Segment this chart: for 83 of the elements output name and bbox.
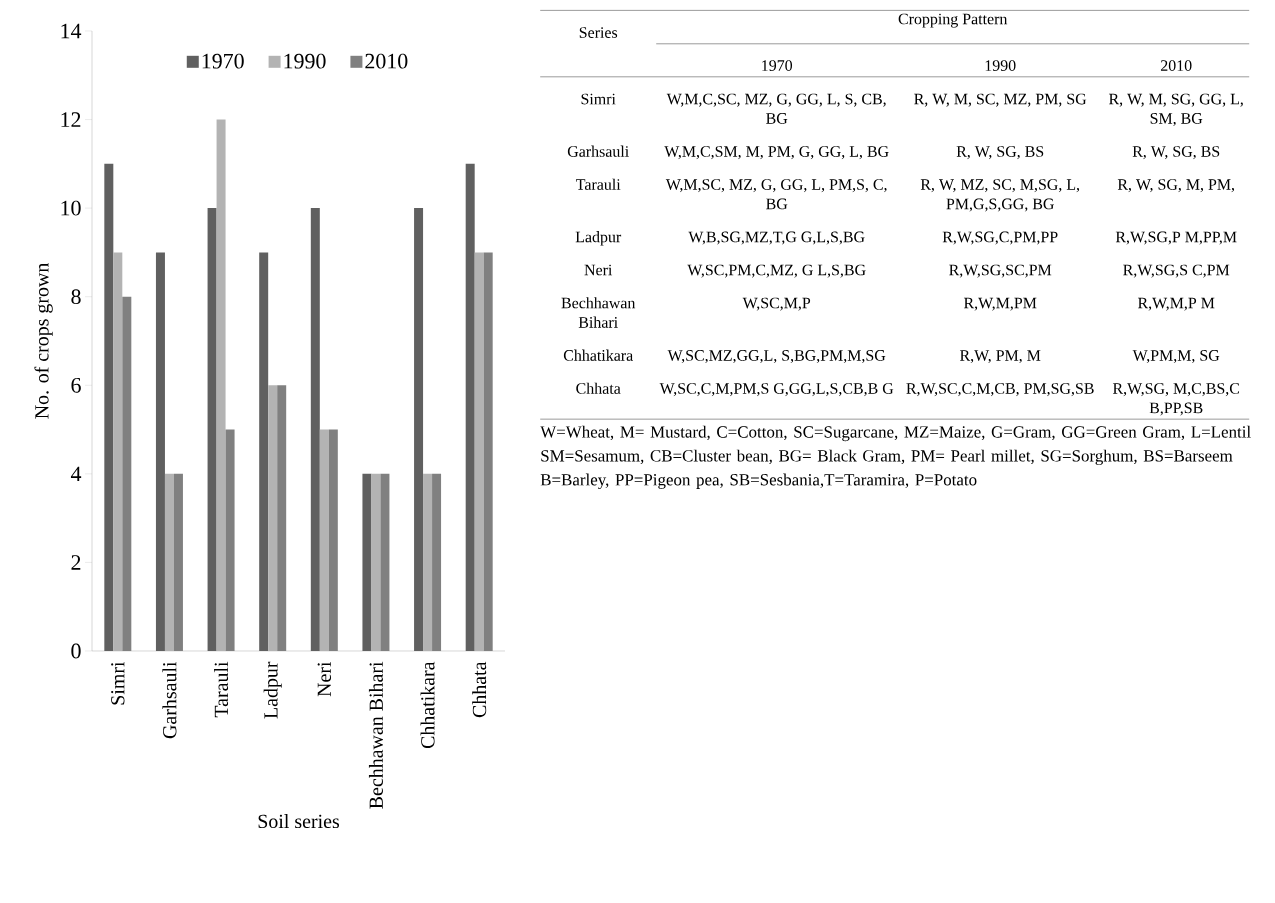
text: R,W,M,P M	[1137, 297, 1215, 311]
y-tick-label: 6	[71, 377, 81, 393]
y-tick-label: 4	[70, 466, 82, 482]
bar	[483, 252, 493, 651]
text: W,SC,C,M,PM,S G,GG,L,S,CB,B G	[659, 383, 894, 397]
bar	[423, 473, 433, 651]
y-tick-label: 10	[61, 200, 81, 216]
category-label: 2010	[1160, 60, 1192, 71]
text: R, W, SG, BS	[956, 146, 1044, 160]
text: R, W, SG, BS	[1132, 146, 1220, 160]
x-tick-label: Garhsauli	[162, 661, 177, 739]
category-label: Chhata	[576, 382, 621, 394]
bar	[113, 252, 123, 651]
bar	[104, 163, 114, 651]
category-label: Garhsauli	[567, 145, 629, 157]
legend-label: 2010	[365, 53, 408, 69]
text: W,M,C,SC, MZ, G, GG, L, S, CB, BG	[666, 93, 886, 124]
text: W,B,SG,MZ,T,G G,L,S,BG	[688, 231, 865, 245]
text: Cropping Pattern	[898, 13, 1008, 28]
text: R, W, SG, M, PM,	[1117, 179, 1235, 193]
x-tick-label: Neri	[317, 661, 331, 697]
text: Series	[579, 27, 618, 38]
bar	[259, 252, 269, 651]
text: R,W,SG,S C,PM	[1123, 264, 1230, 278]
text: W,SC,MZ,GG,L, S,BG,PM,M,SG	[667, 350, 886, 364]
text: R, W, M, SG, GG, L, SM, BG	[1108, 93, 1243, 127]
bar	[380, 473, 390, 651]
x-axis-title: Soil series	[258, 814, 340, 829]
category-label: Simri	[581, 93, 616, 105]
x-tick-label: Chhatikara	[420, 661, 435, 749]
y-tick-label: 0	[71, 643, 81, 659]
bar	[164, 473, 174, 651]
bar	[414, 208, 424, 651]
text: R,W,M,PM	[963, 297, 1037, 311]
bar	[465, 163, 475, 651]
x-tick-label: Ladpur	[263, 661, 282, 719]
bar	[310, 208, 320, 651]
bar	[216, 119, 226, 651]
text: W,PM,M, SG	[1132, 350, 1220, 364]
text: R, W, MZ, SC, M,SG, L, PM,G,S,GG, BG	[920, 179, 1080, 212]
category-label: Tarauli	[576, 178, 621, 190]
bar	[155, 252, 165, 651]
bar	[277, 385, 287, 651]
bar	[207, 208, 217, 651]
category-label: 1990	[985, 60, 1016, 71]
category-label: Neri	[584, 264, 613, 276]
text: R,W,SG, M,C,BS,C B,PP,SB	[1112, 383, 1240, 416]
x-tick-label: Tarauli	[214, 661, 229, 718]
bar	[474, 252, 484, 651]
bar	[371, 473, 381, 651]
bar	[319, 429, 329, 651]
bar	[432, 473, 442, 651]
text: W,SC,PM,C,MZ, G L,S,BG	[687, 264, 866, 278]
category-label: 1970	[762, 60, 793, 71]
y-tick-label: 2	[71, 555, 81, 570]
text: W,SC,M,P	[742, 297, 811, 311]
text: R,W,SG,SC,PM	[949, 264, 1052, 278]
y-tick-label: 12	[61, 112, 81, 127]
category-label: Ladpur	[575, 231, 622, 246]
x-tick-label: Bechhawan Bihari	[368, 661, 383, 809]
bar	[122, 296, 132, 651]
x-tick-label: Simri	[111, 661, 125, 705]
text: R,W, PM, M	[959, 350, 1041, 364]
bar	[173, 473, 183, 651]
bar	[328, 429, 338, 651]
legend-label: 1990	[284, 53, 326, 69]
text: R,W,SG,C,PM,PP	[942, 231, 1058, 245]
bar	[268, 385, 278, 651]
text: R, W, M, SC, MZ, PM, SG	[914, 93, 1087, 107]
y-tick-label: 8	[71, 289, 81, 305]
category-label: Bechhawan Bihari	[561, 297, 636, 328]
bar	[362, 473, 372, 651]
text: R,W,SC,C,M,CB, PM,SG,SB	[906, 383, 1094, 397]
bar	[225, 429, 235, 651]
x-tick-label: Chhata	[472, 661, 487, 718]
text: W=Wheat, M= Mustard, C=Cotton, SC=Sugarcane, MZ=Maize, G=Gram, GG=Green Gram, L=Lentil SM=Sesamum, CB=Cluster bean, BG= Black Gram, PM= Pearl millet, SG=Sorghum, BS=Barseem B=Barley, PP=Pigeon pea, SB=Sesbania,T=Taramira, P=Potato	[540, 425, 1251, 489]
text: R,W,SG,P M,PP,M	[1115, 231, 1237, 245]
text: W,M,C,SM, M, PM, G, GG, L, BG	[664, 146, 889, 160]
text: W,M,SC, MZ, G, GG, L, PM,S, C, BG	[665, 179, 887, 210]
category-label: Chhatikara	[563, 349, 633, 361]
legend-label: 1970	[202, 53, 244, 69]
y-axis-title: No. of crops grown	[34, 263, 53, 419]
y-tick-label: 14	[61, 23, 82, 39]
